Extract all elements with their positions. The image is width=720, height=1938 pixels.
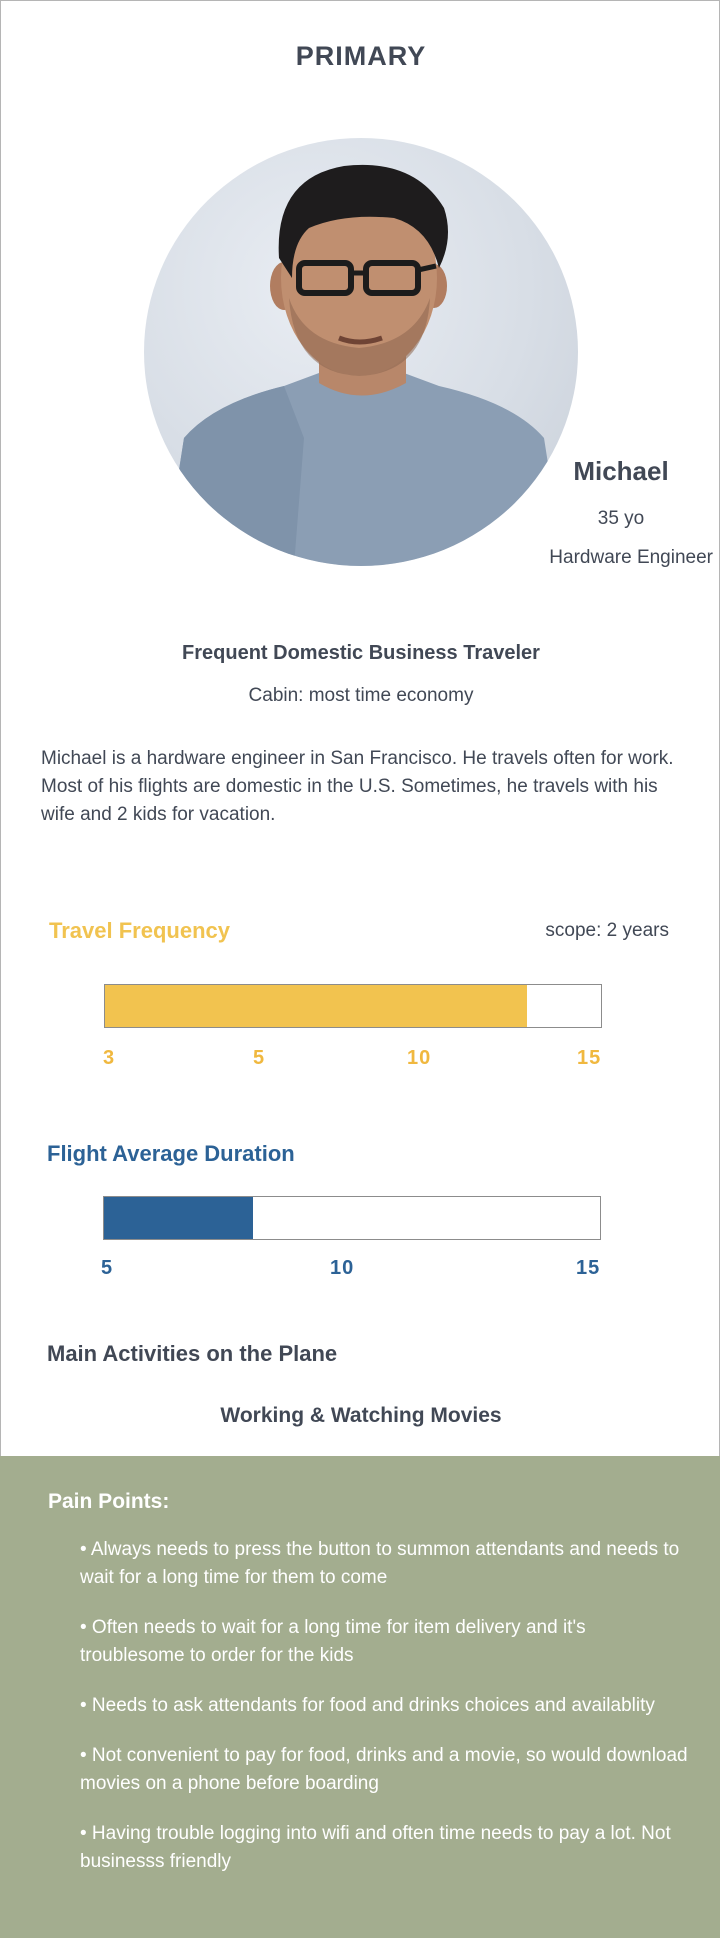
travel-frequency-tick: 3	[103, 1047, 116, 1069]
pain-point-item: • Always needs to press the button to su…	[80, 1539, 680, 1588]
persona-label: PRIMARY	[295, 41, 427, 71]
flight-duration-fill	[104, 1197, 253, 1239]
pain-point-item: • Needs to ask attendants for food and d…	[80, 1695, 655, 1716]
travel-frequency-title: Travel Frequency	[49, 918, 230, 943]
pain-point-item: • Often needs to wait for a long time fo…	[80, 1617, 586, 1666]
pain-point-item: • Not convenient to pay for food, drinks…	[80, 1745, 688, 1794]
travel-frequency-scope: scope: 2 years	[545, 920, 669, 941]
traveler-type: Frequent Domestic Business Traveler	[182, 642, 540, 664]
flight-duration-title: Flight Average Duration	[47, 1141, 295, 1166]
flight-duration-bar	[103, 1196, 601, 1240]
travel-frequency-tick: 15	[577, 1047, 602, 1069]
pain-points-section: Pain Points: • Always needs to press the…	[0, 1456, 720, 1938]
flight-duration-tick: 5	[101, 1257, 114, 1279]
persona-age: 35 yo	[597, 508, 645, 529]
pain-point-item: • Having trouble logging into wifi and o…	[80, 1823, 671, 1872]
pain-points-list: • Always needs to press the button to su…	[80, 1536, 695, 1898]
flight-duration-tick: 10	[330, 1257, 355, 1279]
persona-card: PRIMARY	[0, 0, 720, 1457]
travel-frequency-tick: 10	[407, 1047, 432, 1069]
travel-frequency-bar	[104, 984, 602, 1028]
activities-title: Main Activities on the Plane	[47, 1341, 338, 1366]
travel-frequency-fill	[105, 985, 527, 1027]
person-portrait-icon	[144, 138, 578, 566]
pain-points-title: Pain Points:	[48, 1490, 170, 1513]
persona-name: Michael	[573, 456, 669, 486]
cabin-preference: Cabin: most time economy	[248, 685, 474, 706]
persona-job: Hardware Engineer	[549, 547, 713, 568]
persona-bio: Michael is a hardware engineer in San Fr…	[41, 748, 674, 825]
activities-value: Working & Watching Movies	[220, 1404, 502, 1427]
flight-duration-tick: 15	[576, 1257, 601, 1279]
travel-frequency-tick: 5	[253, 1047, 266, 1069]
